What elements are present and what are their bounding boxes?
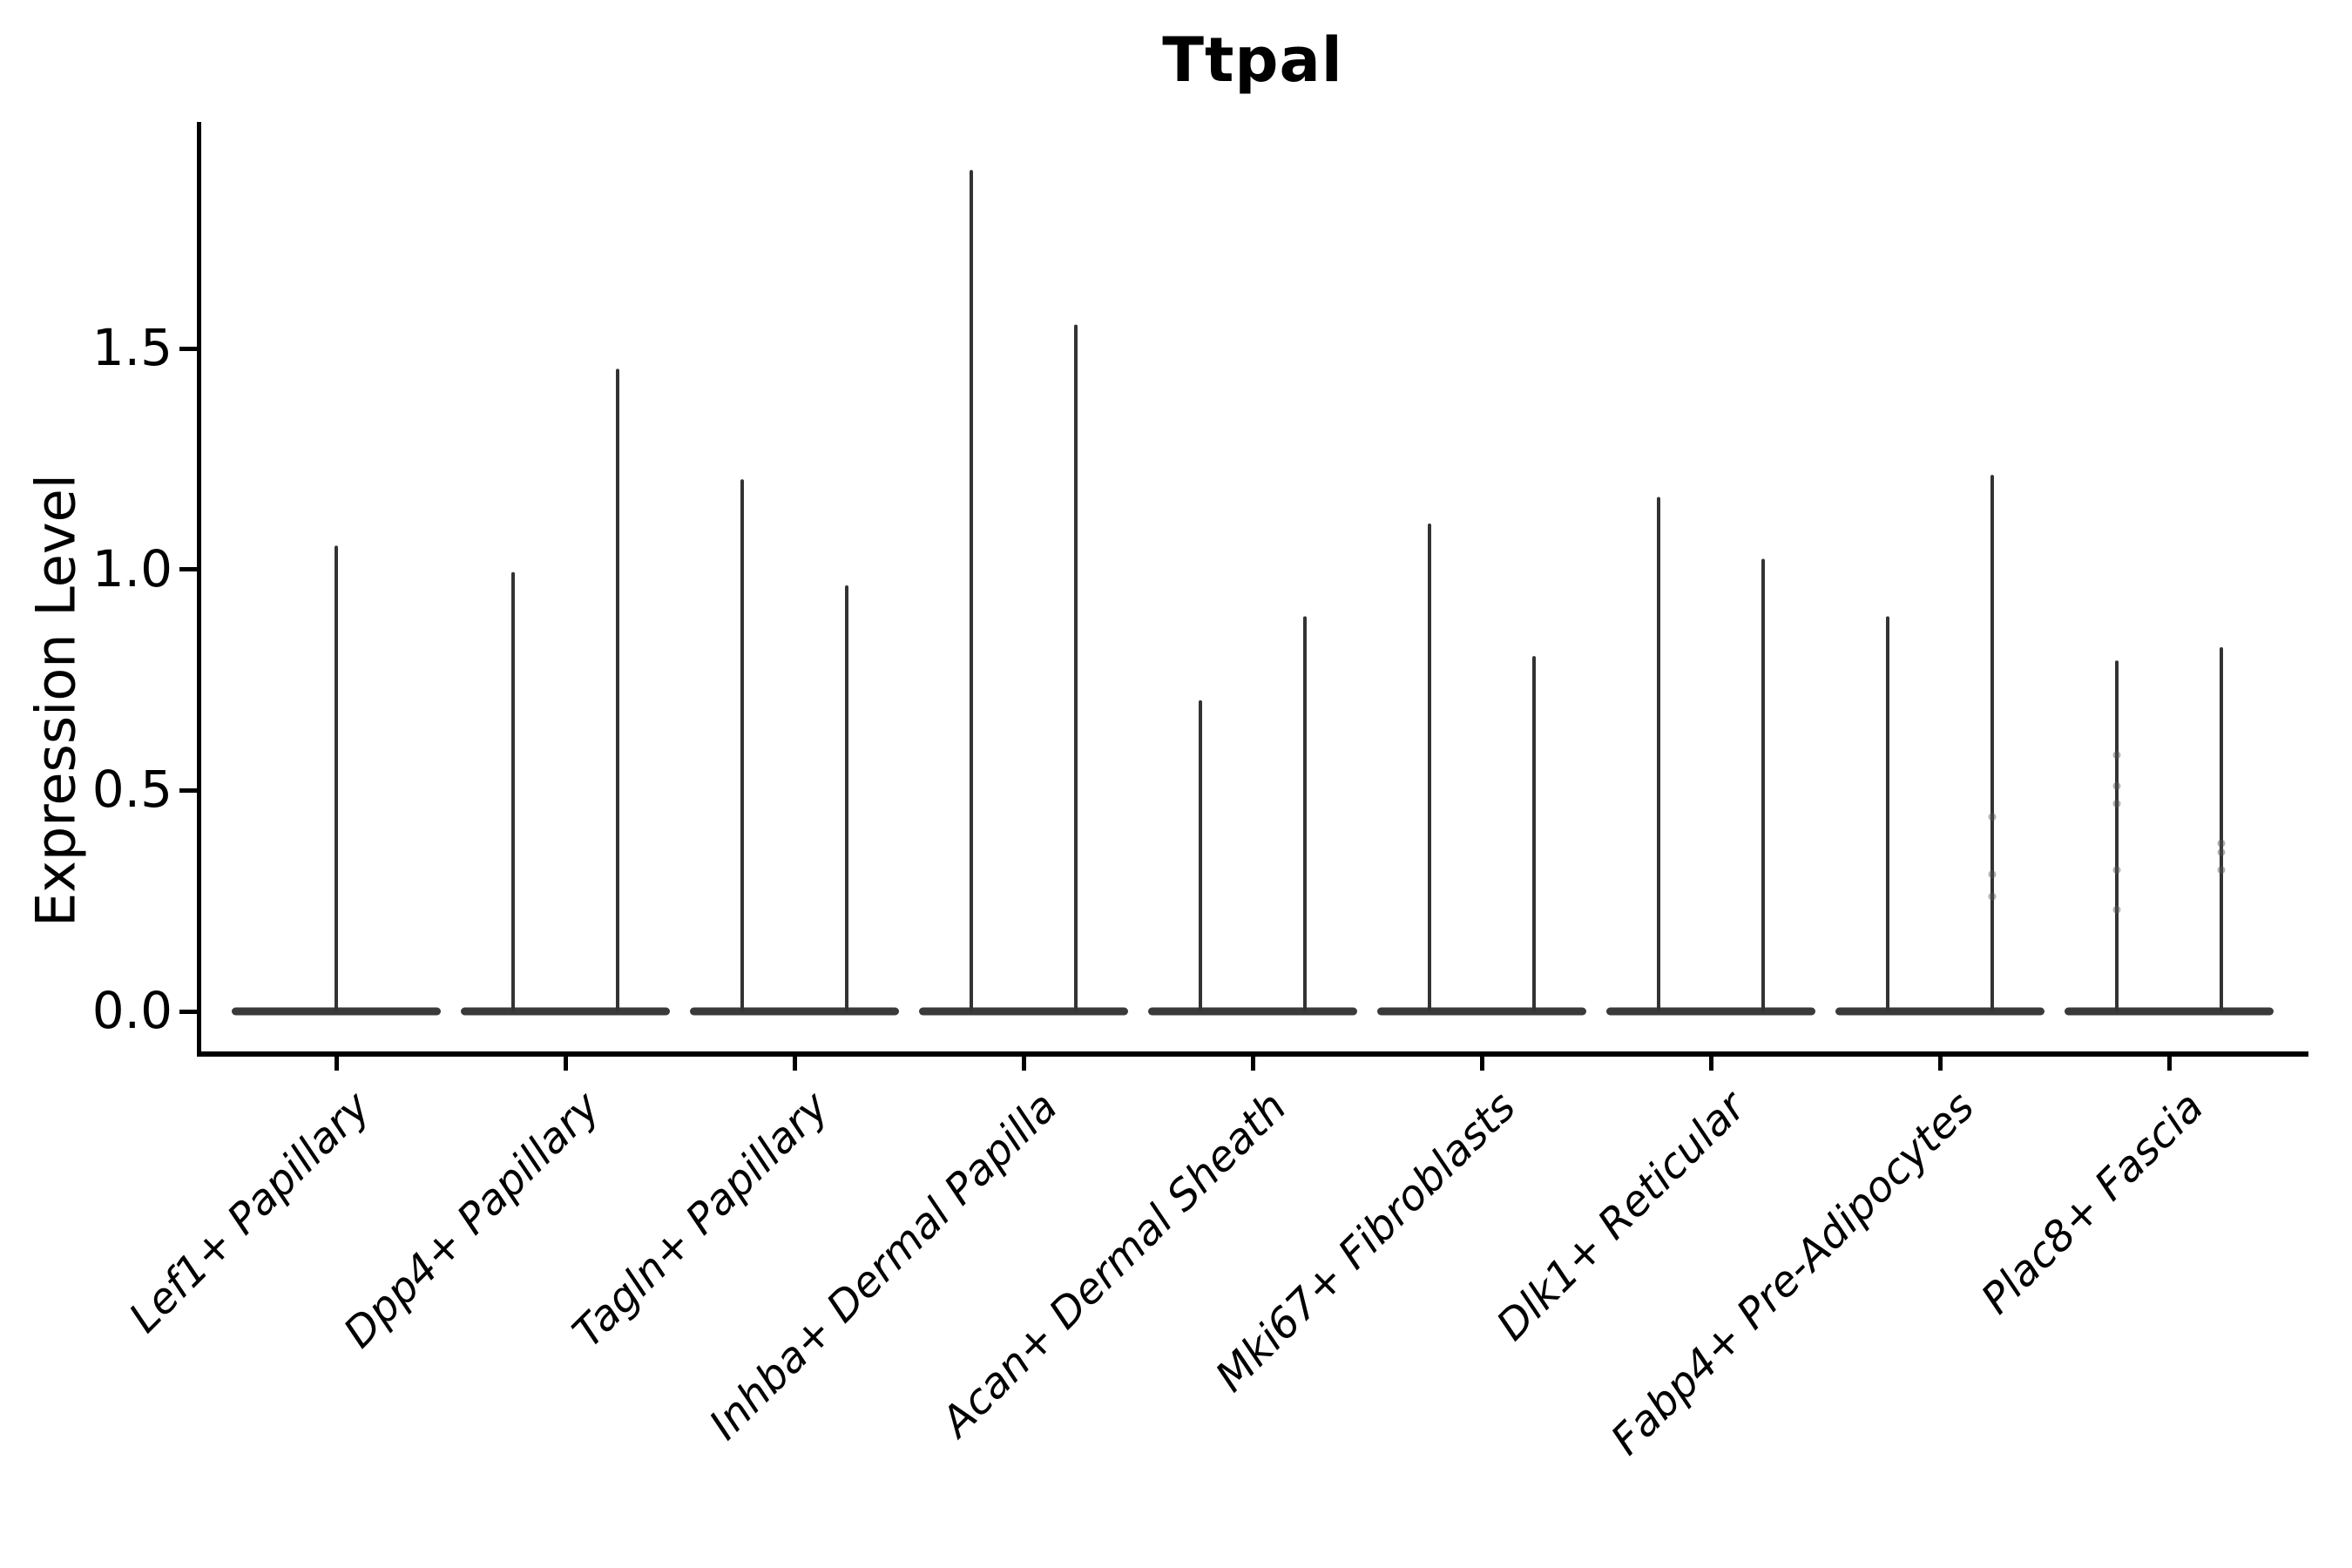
y-tick	[179, 1009, 197, 1014]
x-tick	[1250, 1057, 1255, 1071]
jitter-point	[2112, 751, 2121, 760]
violin-base	[690, 1007, 899, 1016]
x-tick	[1479, 1057, 1484, 1071]
violin	[1606, 497, 1815, 1016]
violin-base	[1148, 1007, 1357, 1016]
jitter-point	[1988, 813, 1997, 821]
violin	[461, 368, 670, 1016]
jitter-point	[2112, 800, 2121, 808]
jitter-point	[2217, 839, 2226, 848]
y-axis-line	[197, 122, 201, 1057]
chart-title: Ttpal	[1162, 24, 1343, 96]
violin-base	[2065, 1007, 2274, 1016]
jitter-point	[2217, 866, 2226, 875]
violin-base	[919, 1007, 1128, 1016]
x-axis-line	[197, 1051, 2308, 1057]
jitter-point	[2112, 866, 2121, 875]
jitter-point	[2112, 781, 2121, 790]
x-tick	[2166, 1057, 2172, 1071]
x-tick	[1021, 1057, 1026, 1071]
jitter-point	[1988, 892, 1997, 901]
violin-base	[1835, 1007, 2044, 1016]
violin-base	[461, 1007, 670, 1016]
violin	[919, 170, 1128, 1016]
violin	[1377, 523, 1586, 1016]
jitter-point	[1988, 870, 1997, 879]
y-tick	[179, 567, 197, 572]
violin-base	[1377, 1007, 1586, 1016]
y-tick-label: 0.5	[91, 760, 172, 820]
jitter-point	[2217, 848, 2226, 856]
x-tick	[792, 1057, 797, 1071]
y-tick-label: 1.5	[91, 318, 172, 378]
jitter-point	[2112, 905, 2121, 914]
violin	[1148, 616, 1357, 1016]
y-tick-label: 0.0	[91, 981, 172, 1040]
x-tick	[1708, 1057, 1713, 1071]
x-tick	[1937, 1057, 1943, 1071]
violin	[2065, 647, 2274, 1016]
violin-base	[1606, 1007, 1815, 1016]
y-tick-label: 1.0	[91, 538, 172, 598]
y-tick	[179, 346, 197, 351]
violin	[232, 545, 441, 1016]
violin	[690, 479, 899, 1016]
y-tick	[179, 787, 197, 793]
x-tick	[563, 1057, 568, 1071]
x-tick	[334, 1057, 339, 1071]
violin	[1835, 475, 2044, 1016]
